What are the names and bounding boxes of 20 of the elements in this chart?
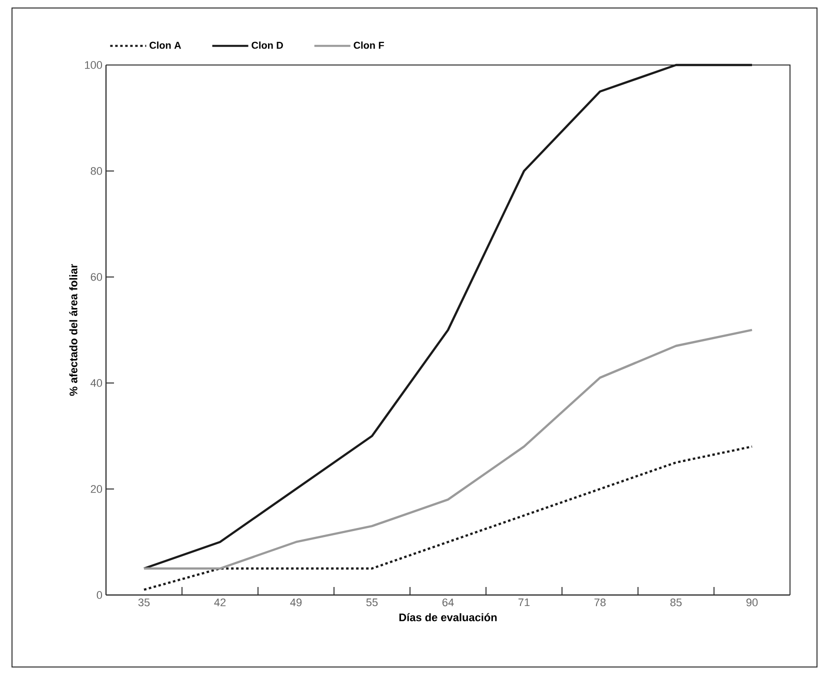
y-tick-label: 80: [90, 167, 102, 175]
x-tick-label: 78: [594, 598, 606, 606]
x-tick-label: 49: [290, 598, 302, 606]
legend-label: Clon D: [252, 41, 283, 49]
x-tick-label: 42: [214, 598, 226, 606]
x-tick-label: 55: [366, 598, 378, 606]
y-tick-label: 20: [90, 485, 102, 493]
y-tick-label: 100: [85, 61, 102, 69]
y-axis-title: % afectado del área foliar: [69, 264, 78, 396]
legend-label: Clon F: [354, 41, 384, 49]
x-tick-label: 90: [746, 598, 758, 606]
x-axis-title: Días de evaluación: [399, 613, 497, 622]
y-tick-label: 0: [96, 591, 102, 599]
y-tick-label: 60: [90, 273, 102, 281]
x-tick-label: 85: [670, 598, 682, 606]
x-tick-label: 35: [138, 598, 150, 606]
y-tick-label: 40: [90, 379, 102, 387]
x-tick-label: 71: [518, 598, 530, 606]
x-tick-label: 64: [442, 598, 454, 606]
legend-label: Clon A: [150, 41, 182, 49]
